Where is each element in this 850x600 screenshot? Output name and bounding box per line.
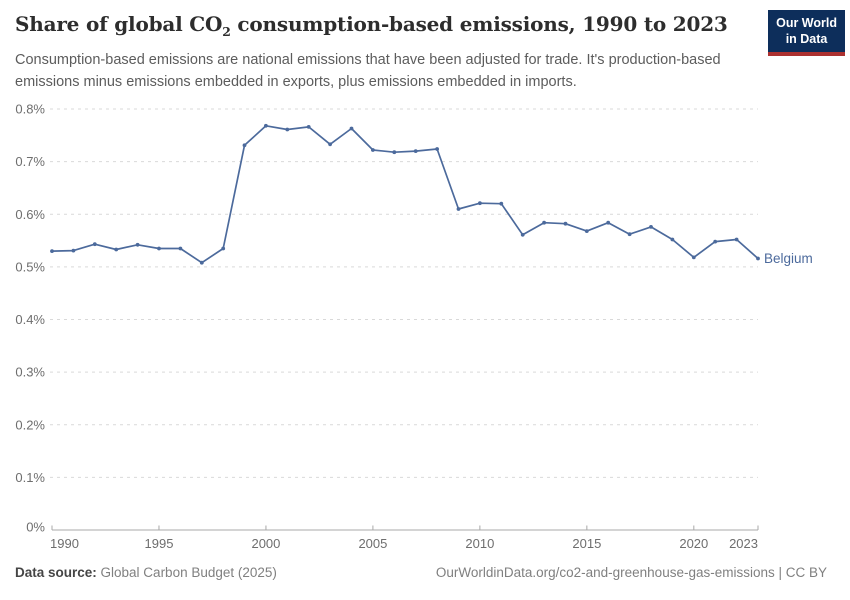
y-gridlines	[50, 108, 758, 478]
owid-logo[interactable]: Our World in Data	[768, 10, 845, 56]
svg-text:2000: 2000	[251, 536, 280, 551]
data-points[interactable]	[50, 123, 760, 265]
data-line[interactable]	[51, 124, 759, 264]
entity-label: Belgium	[764, 251, 813, 266]
svg-text:0.5%: 0.5%	[15, 259, 45, 274]
data-source-value: Global Carbon Budget (2025)	[96, 565, 277, 580]
svg-text:0.6%: 0.6%	[15, 207, 45, 222]
svg-text:0.7%: 0.7%	[15, 154, 45, 169]
svg-text:0.2%: 0.2%	[15, 417, 45, 432]
svg-text:1990: 1990	[50, 536, 79, 551]
line-chart[interactable]: 0%0.1%0.2%0.3%0.4%0.5%0.6%0.7%0.8%1990 19…	[0, 0, 850, 560]
data-source-label: Data source:	[15, 565, 97, 580]
footer-link[interactable]: OurWorldinData.org/co2-and-greenhouse-ga…	[435, 565, 827, 580]
y-axis-labels: 0% 0.1% 0.2% 0.3% 0.4% 0.5% 0.6% 0.7% 0.8%	[15, 102, 45, 535]
data-source: Data source: Global Carbon Budget (2025)	[15, 565, 277, 580]
svg-text:0.1%: 0.1%	[15, 470, 45, 485]
x-axis	[51, 525, 759, 531]
chart-title-post: consumption-based emissions, 1990 to 202…	[230, 12, 728, 36]
x-axis-labels: 1990 1995 2000 2005 2010 2015 2020 2023	[50, 536, 758, 551]
owid-logo-line2: in Data	[785, 32, 828, 47]
svg-text:Belgium: Belgium	[764, 251, 813, 266]
chart-title-pre: Share of global CO	[15, 12, 223, 36]
svg-text:2005: 2005	[358, 536, 387, 551]
chart-title: Share of global CO2 consumption-based em…	[15, 12, 728, 39]
svg-text:2020: 2020	[679, 536, 708, 551]
svg-text:0.4%: 0.4%	[15, 312, 45, 327]
svg-text:2023: 2023	[729, 536, 758, 551]
owid-logo-line1: Our World	[776, 16, 837, 30]
chart-footer: Data source: Global Carbon Budget (2025)…	[15, 565, 827, 580]
svg-text:0.8%: 0.8%	[15, 102, 45, 117]
chart-title-subscript: 2	[222, 24, 231, 39]
chart-subtitle: Consumption-based emissions are national…	[15, 52, 721, 90]
svg-text:2015: 2015	[572, 536, 601, 551]
svg-text:0.3%: 0.3%	[15, 365, 45, 380]
svg-text:1995: 1995	[145, 536, 174, 551]
svg-text:2010: 2010	[465, 536, 494, 551]
svg-text:0%: 0%	[26, 520, 45, 535]
